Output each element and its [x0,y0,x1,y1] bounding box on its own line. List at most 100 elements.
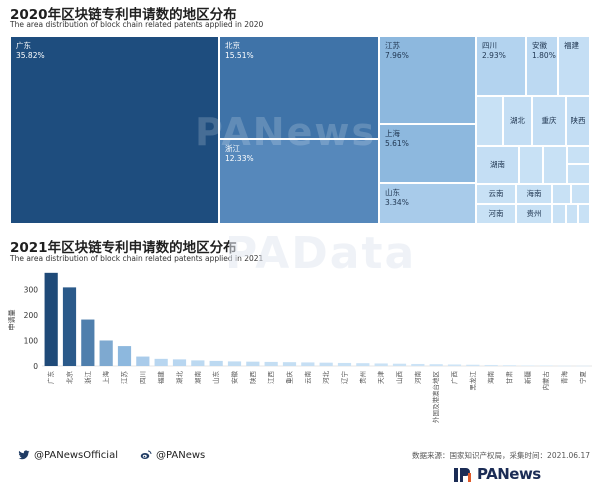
treemap-label: 海南 [526,189,542,198]
treemap-cell-山东: 山东 3.34% [379,183,476,224]
panews-logo-icon [454,468,471,482]
treemap-cell-湖北: 湖北 [503,96,532,146]
treemap-cell-浙江: 浙江 12.33% [219,139,379,224]
treemap-label: 陕西 [570,116,586,125]
treemap-label: 北京 15.51% [225,41,254,60]
bar-宁夏 [576,365,590,367]
bar-陕西 [246,361,260,366]
treemap-cell-small [476,96,503,146]
x-tick-label: 黑龙江 [468,371,477,391]
treemap-cell-上海: 上海 5.61% [379,124,476,183]
panews-logo-text: PANews [477,465,541,483]
treemap-label: 湖南 [490,160,505,169]
x-tick-label: 广东 [46,371,55,385]
treemap-cell-江苏: 江苏 7.96% [379,36,476,124]
treemap-cell-安徽: 安徽 1.80% [526,36,558,96]
treemap-cell-福建: 福建 [558,36,590,96]
bar-海南 [484,364,498,366]
x-tick-label: 山东 [211,371,220,385]
bar-内蒙古 [539,365,553,366]
y-tick-label: 0 [33,362,38,371]
bar-新疆 [521,365,535,366]
bar-贵州 [356,363,370,366]
bar-北京 [62,287,77,366]
x-tick-label: 青海 [560,371,569,385]
treemap-cell-small [552,184,571,204]
bar-chart-2021: 申请量 0 100 200 300 广东 北京 浙江 上海 江苏 四川 福建 湖北 湖南 山东 安徽 陕西 江西重… [7,272,592,424]
treemap-cell-small [567,164,590,184]
y-tick-label: 200 [24,311,39,320]
treemap-cell-small [566,204,578,224]
x-tick-label: 湖南 [193,371,202,385]
x-tick-label: 山西 [395,371,404,385]
treemap-cell-广东: 广东 35.82% [10,36,219,224]
twitter-handle[interactable]: @PANewsOfficial [18,448,118,462]
treemap-cell-北京: 北京 15.51% [219,36,379,139]
treemap-cell-湖南: 湖南 [476,146,519,184]
treemap-cell-重庆: 重庆 [532,96,566,146]
treemap-cell-small [552,204,566,224]
x-tick-label: 四川 [139,371,147,384]
treemap-label: 安徽 1.80% [532,41,556,60]
x-tick-label: 湖北 [175,371,184,385]
x-tick-label: 浙江 [83,371,92,385]
data-source-note: 数据来源：国家知识产权局，采集时间：2021.06.17 [412,451,590,460]
y-tick-label: 300 [24,285,39,294]
bar-天津 [374,363,388,366]
x-tick-label: 内蒙古 [541,371,550,391]
bar-江西 [264,361,278,366]
x-tick-label: 贵州 [358,371,367,384]
weibo-icon [140,450,152,459]
x-tick-label: 河南 [413,371,422,385]
x-tick-label: 安徽 [230,371,239,385]
treemap-cell-small [543,146,567,184]
bar-浙江 [81,319,95,366]
bar-山东 [209,360,223,366]
treemap-label: 浙江 12.33% [225,144,254,163]
x-tick-label: 重庆 [285,371,294,385]
bar-黑龙江 [466,364,480,366]
x-tick-label: 天津 [377,371,385,385]
treemap-cell-河南: 河南 [476,204,516,224]
treemap-label: 福建 [564,41,579,50]
chart-title-2020: 2020年区块链专利申请数的地区分布 [10,7,237,23]
bar-湖北 [172,359,187,366]
x-tick-label: 云南 [303,371,312,385]
weibo-handle[interactable]: @PANews [140,448,205,462]
treemap-cell-small [571,184,590,204]
treemap-label: 河南 [488,209,504,218]
treemap-2020: 广东 35.82% 北京 15.51% 浙江 12.33% 江苏 7.96% 上海 5.… [10,36,590,224]
chart-title-2021: 2021年区块链专利申请数的地区分布 [10,240,237,256]
bar-广东 [44,272,58,366]
x-tick-label: 甘肃 [505,371,514,385]
x-tick-label: 江苏 [120,371,129,385]
twitter-icon [18,450,30,460]
treemap-label: 山东 3.34% [385,188,409,207]
bar-山西 [392,363,407,366]
treemap-cell-small [567,146,590,164]
treemap-cell-四川: 四川 2.93% [476,36,526,96]
treemap-cell-海南: 海南 [516,184,552,204]
bar-重庆 [282,362,297,366]
x-tick-label: 上海 [101,371,110,385]
weibo-handle-text: @PANews [156,449,206,461]
x-tick-label: 福建 [156,371,165,385]
bar-河北 [319,362,333,366]
treemap-label: 广东 35.82% [16,41,45,60]
y-tick-label: 100 [24,336,39,345]
bar-甘肃 [502,365,517,366]
x-tick-label: 广西 [450,371,459,385]
treemap-cell-陕西: 陕西 [566,96,590,146]
chart-subtitle-2020: The area distribution of block chain rel… [10,20,264,29]
bar-江苏 [117,346,132,366]
x-tick-label: 外国及港澳台地区 [431,371,440,424]
bar-安徽 [227,361,242,366]
x-tick-label: 河北 [322,371,330,385]
treemap-cell-贵州: 贵州 [516,204,552,224]
bar-青海 [557,365,572,367]
x-tick-label: 陕西 [248,371,257,385]
bar-四川 [136,356,150,366]
x-tick-label: 北京 [65,371,74,385]
treemap-cell-small [578,204,590,224]
treemap-label: 湖北 [510,116,525,125]
